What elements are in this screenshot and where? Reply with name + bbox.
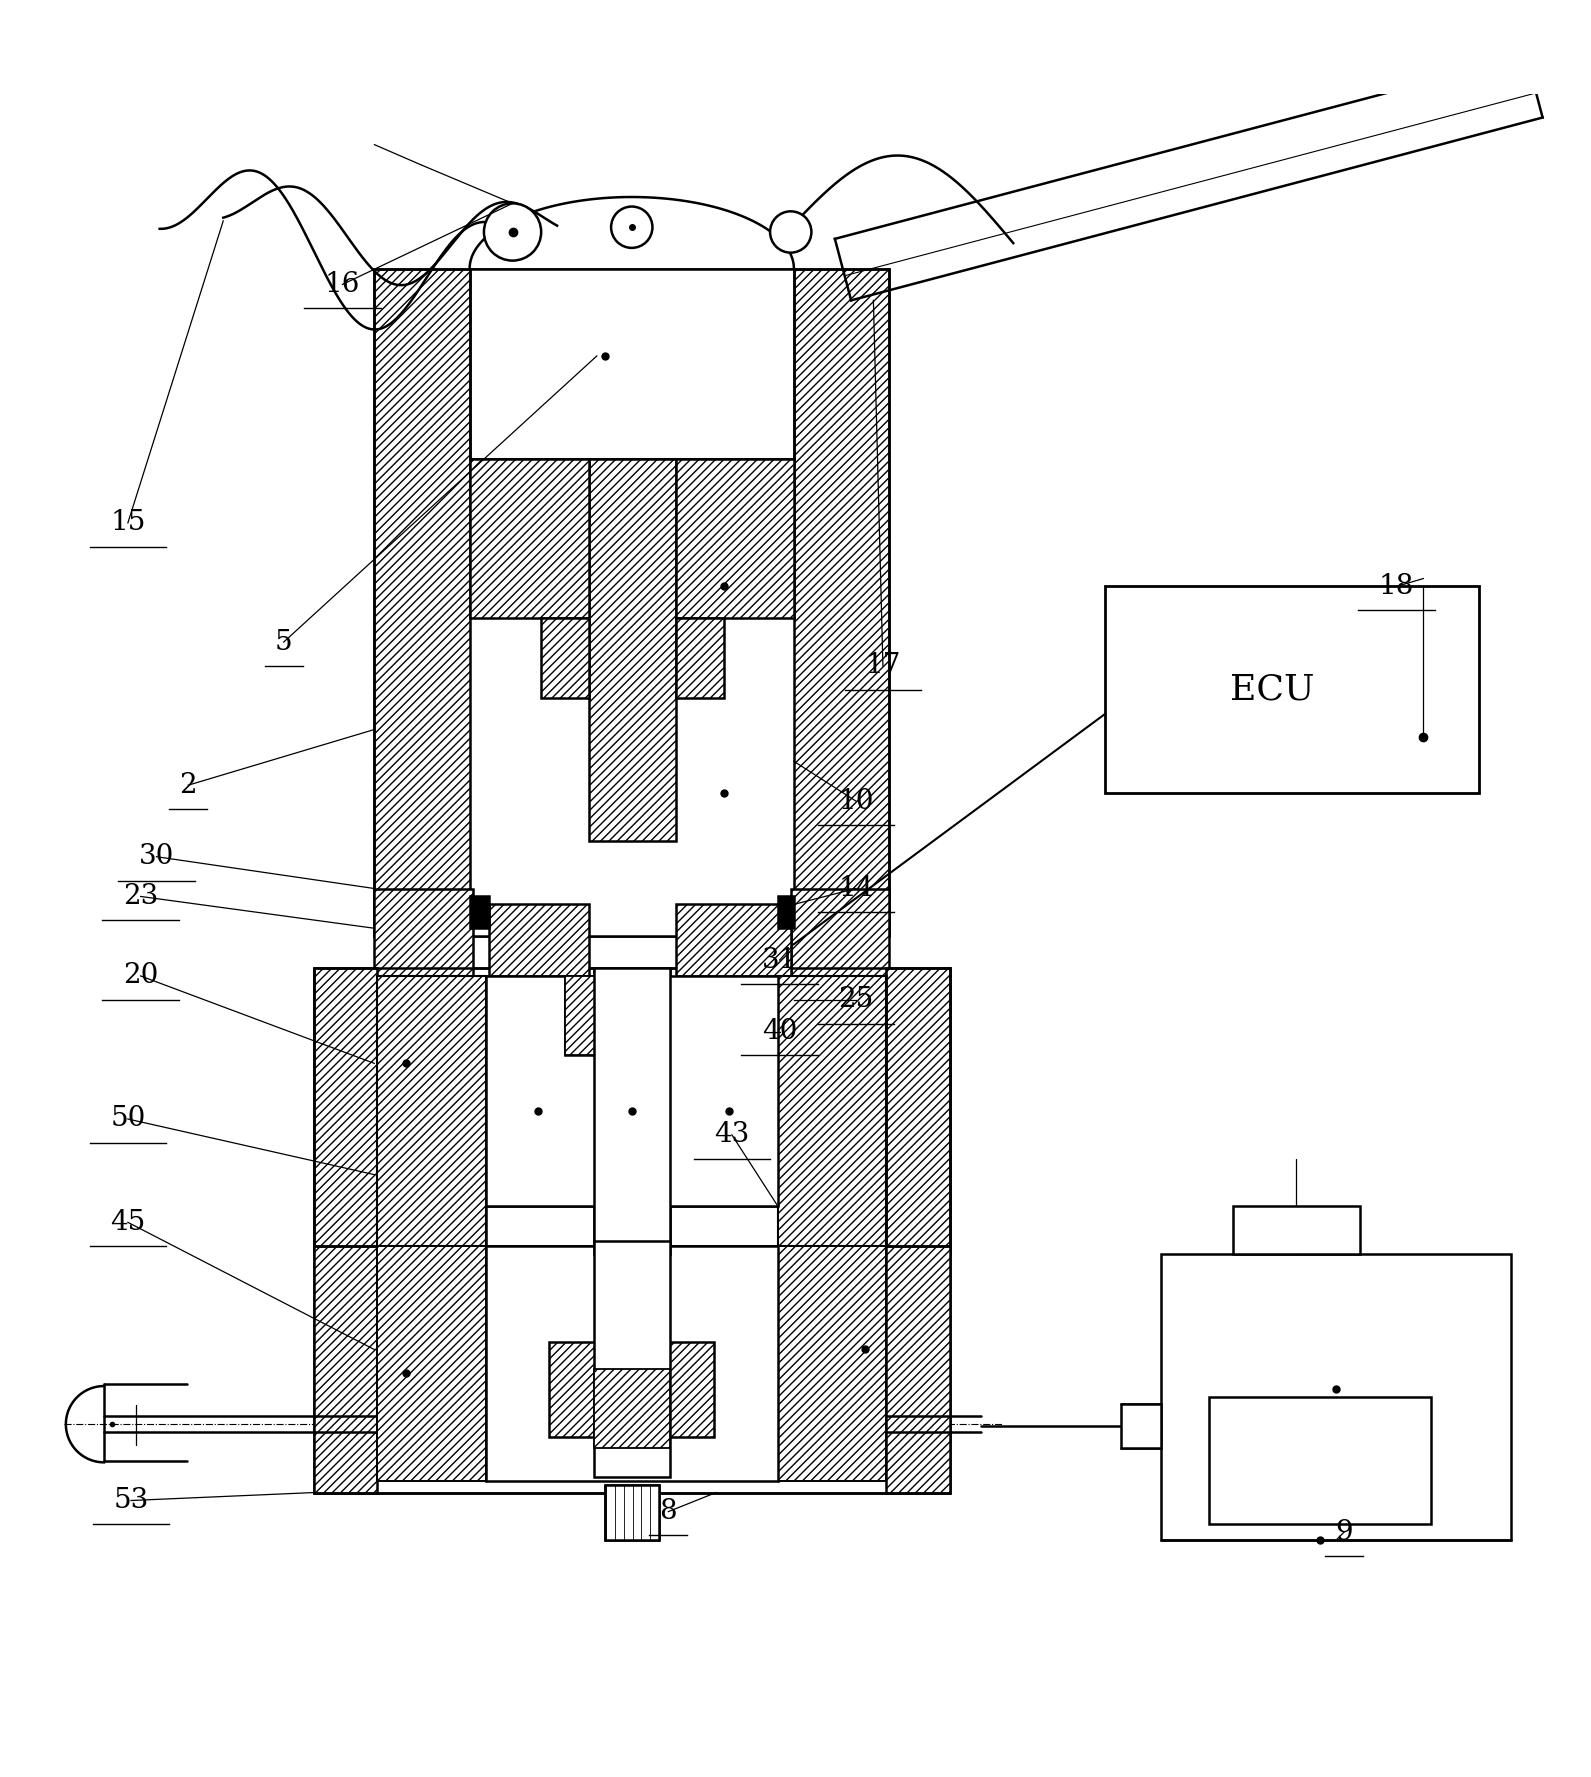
Text: 31: 31 — [762, 947, 797, 974]
Text: 45: 45 — [110, 1208, 145, 1235]
Text: 16: 16 — [325, 270, 360, 299]
Bar — [313, 968, 377, 1255]
Bar — [589, 458, 676, 841]
Bar — [593, 968, 670, 1255]
Bar — [374, 888, 473, 984]
Bar — [469, 896, 488, 928]
Bar — [377, 976, 485, 1246]
Text: 40: 40 — [762, 1018, 797, 1045]
Text: 9: 9 — [1335, 1519, 1352, 1546]
Text: 18: 18 — [1379, 572, 1414, 601]
Bar — [778, 1246, 886, 1482]
Bar — [676, 618, 724, 698]
Bar — [565, 976, 652, 1056]
Text: 8: 8 — [660, 1498, 678, 1525]
Bar — [886, 1246, 950, 1493]
Bar — [377, 976, 485, 1246]
Bar — [1122, 1404, 1161, 1448]
Bar — [469, 458, 794, 936]
Bar — [374, 268, 473, 936]
Text: 2: 2 — [180, 771, 197, 798]
Bar — [651, 1342, 714, 1438]
Bar — [1161, 1255, 1511, 1541]
Bar — [469, 268, 794, 458]
Text: 14: 14 — [838, 874, 873, 903]
Text: 43: 43 — [714, 1121, 749, 1148]
Bar — [313, 1246, 950, 1493]
Bar — [469, 458, 589, 618]
Bar — [485, 976, 778, 1207]
Bar — [778, 896, 794, 928]
Bar — [791, 268, 889, 936]
Bar — [676, 458, 794, 618]
Text: 10: 10 — [838, 787, 873, 814]
Bar — [593, 1368, 670, 1448]
Bar — [791, 888, 889, 984]
Circle shape — [770, 211, 811, 252]
Bar — [778, 976, 886, 1246]
Text: 5: 5 — [275, 629, 293, 656]
Bar — [1209, 1397, 1432, 1525]
Bar — [377, 1246, 485, 1482]
Bar — [549, 1342, 613, 1438]
Text: ECU: ECU — [1230, 673, 1314, 707]
Bar — [778, 976, 886, 1246]
Circle shape — [484, 203, 541, 261]
Bar — [1233, 1207, 1360, 1255]
Bar — [886, 968, 950, 1255]
Text: 17: 17 — [866, 652, 901, 679]
Bar — [593, 1242, 670, 1477]
Circle shape — [611, 206, 652, 247]
Bar — [488, 904, 589, 976]
Text: 53: 53 — [113, 1487, 148, 1514]
Bar — [565, 984, 652, 1047]
Bar — [1106, 586, 1480, 793]
Bar — [565, 976, 652, 1056]
Bar — [676, 904, 791, 976]
Text: 20: 20 — [123, 963, 158, 990]
Text: 25: 25 — [838, 986, 873, 1013]
Bar — [541, 618, 589, 698]
Bar — [313, 968, 950, 1255]
Text: 15: 15 — [110, 510, 145, 537]
Bar — [605, 1484, 659, 1541]
Bar — [485, 1246, 778, 1482]
Text: 30: 30 — [138, 844, 173, 871]
Text: 23: 23 — [123, 883, 158, 910]
Text: 50: 50 — [110, 1105, 145, 1132]
Bar — [313, 1246, 377, 1493]
